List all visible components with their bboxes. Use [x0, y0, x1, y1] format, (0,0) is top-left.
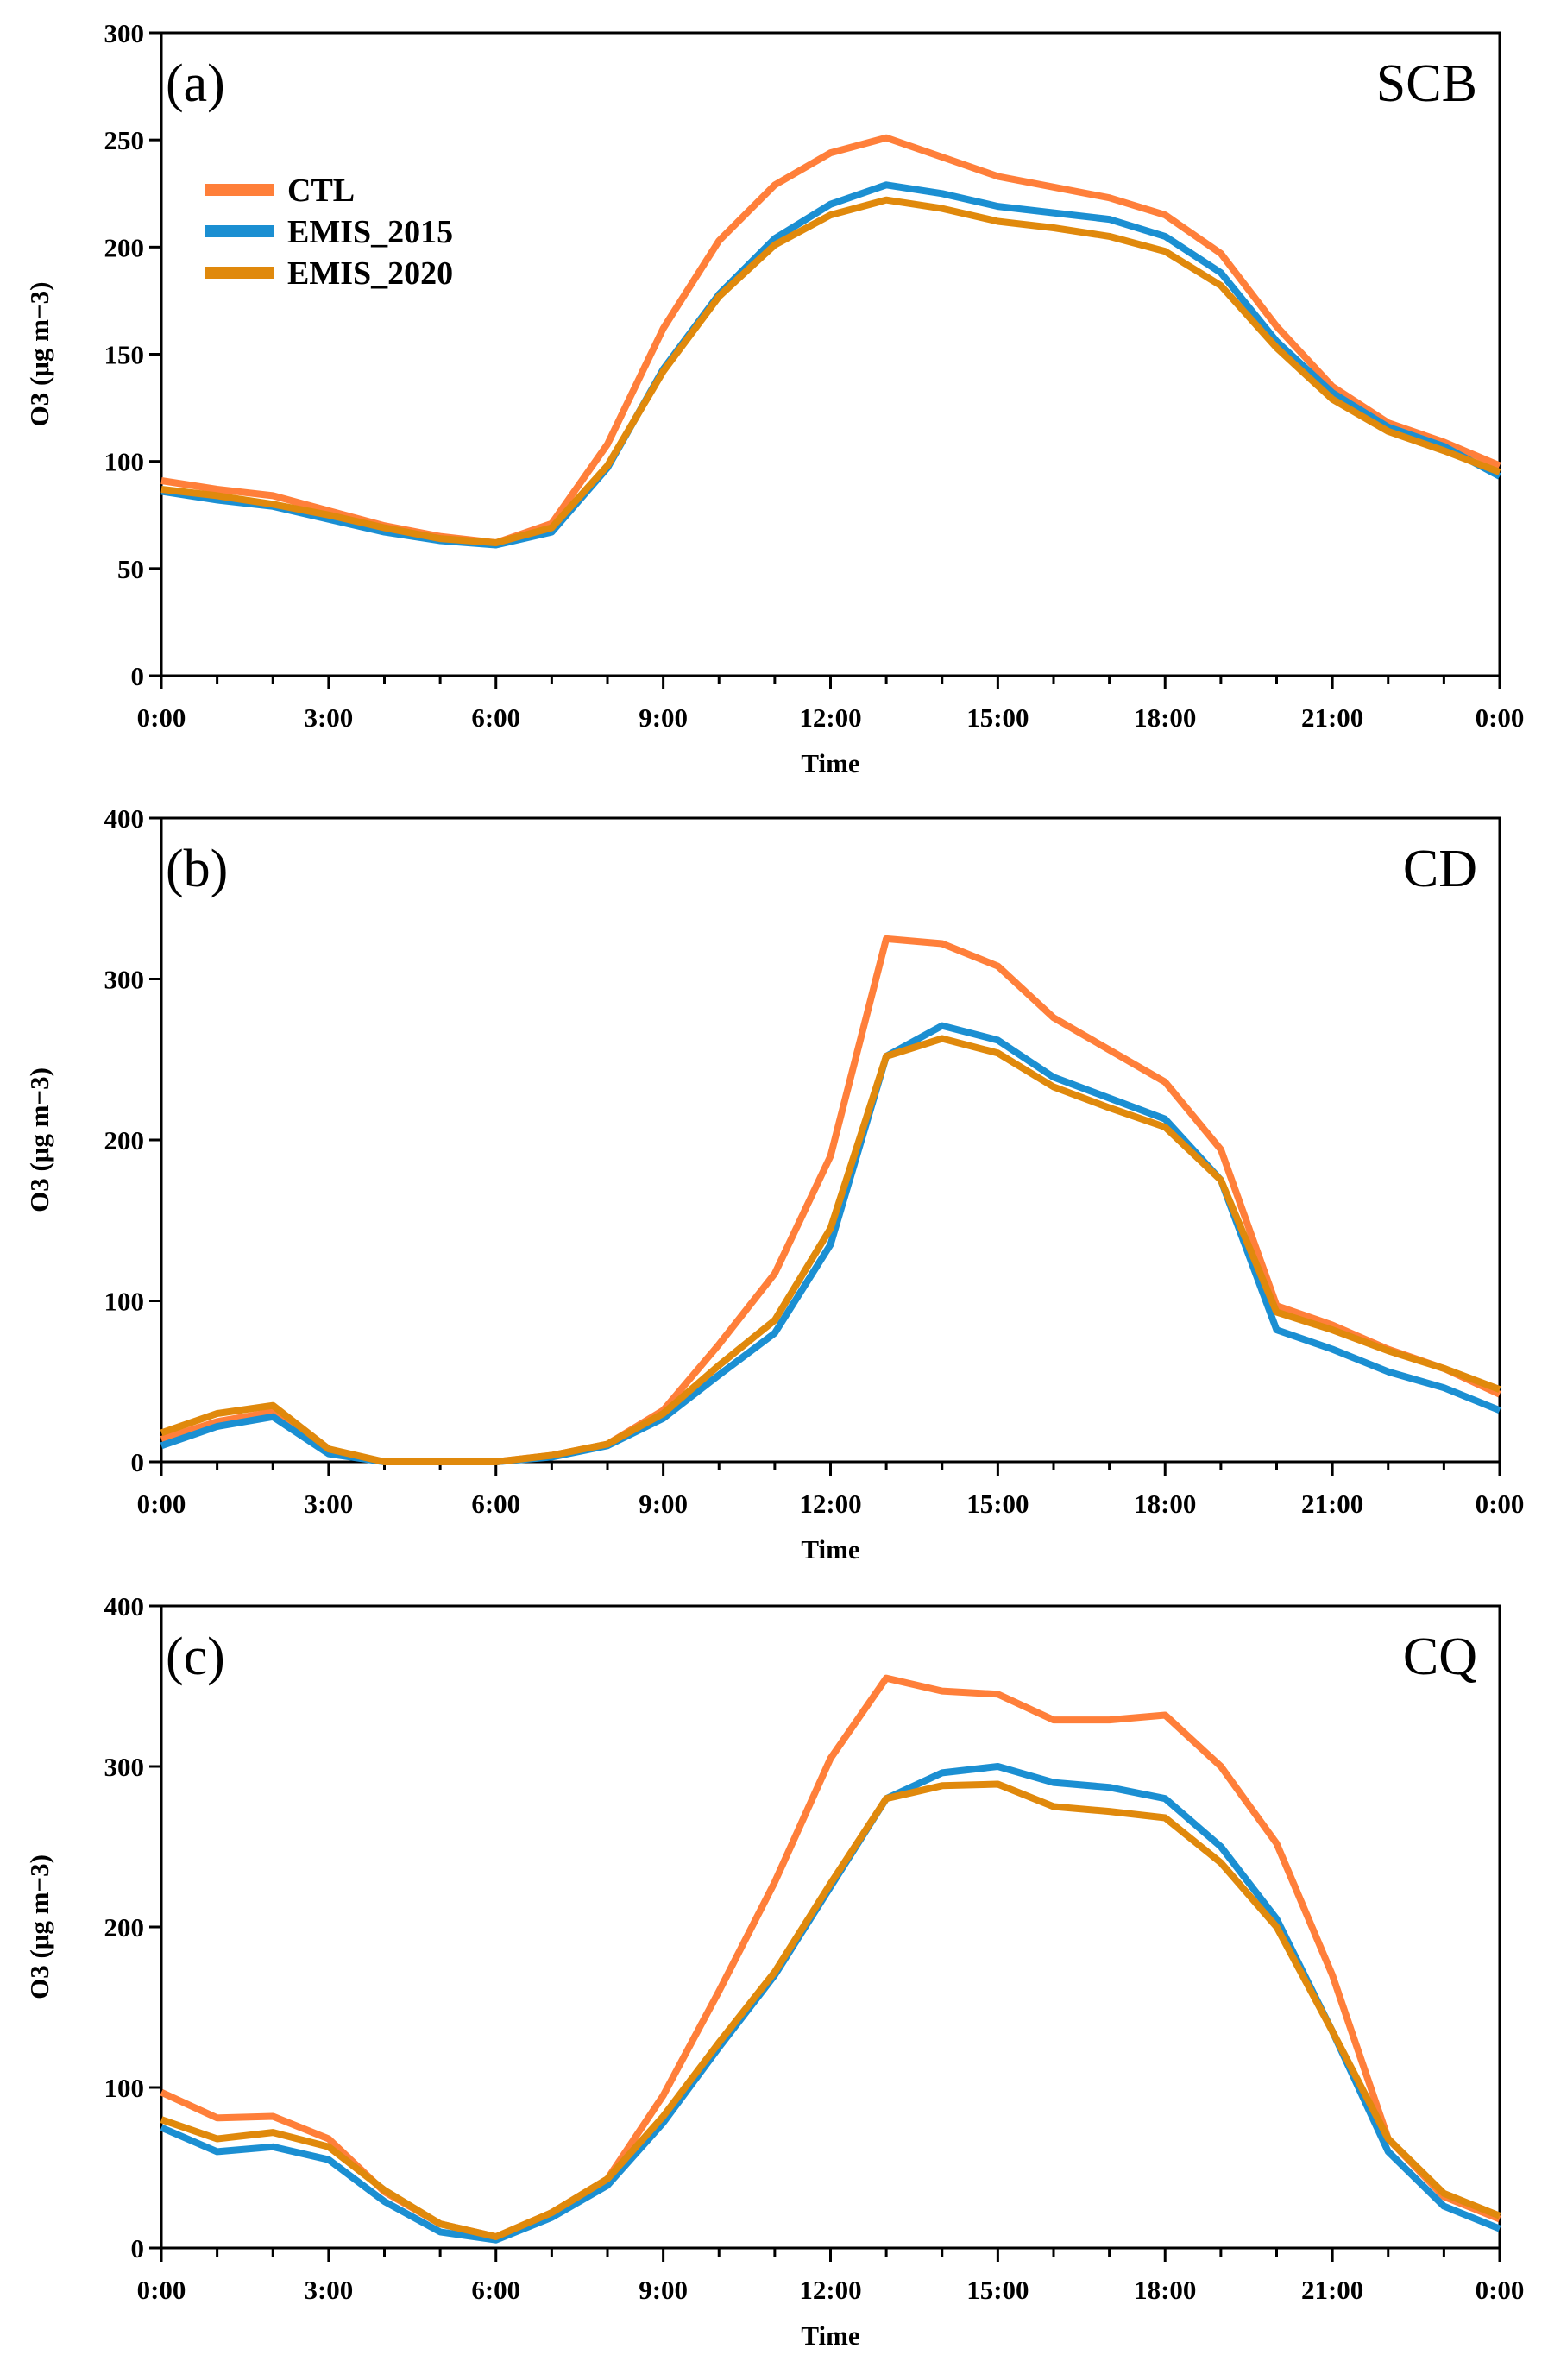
- y-tick-label: 50: [117, 554, 144, 584]
- x-tick-label: 0:00: [137, 1489, 186, 1519]
- x-tick-label: 9:00: [639, 1489, 688, 1519]
- y-tick-label: 200: [104, 1125, 145, 1155]
- x-tick-label: 6:00: [471, 1489, 520, 1519]
- x-tick-label: 18:00: [1134, 1489, 1196, 1519]
- series-line-ctl: [160, 134, 1501, 546]
- x-tick-label: 9:00: [639, 702, 688, 733]
- chart-panel-2: 0 100 200 300 400 0:00 3:00 6:00 9:00 12:00 15:00 1…: [24, 803, 1524, 1565]
- x-tick-label: 9:00: [639, 2275, 688, 2305]
- x-tick-label: 0:00: [137, 702, 186, 733]
- panel-label: (c): [166, 1628, 225, 1686]
- x-tick-label: 3:00: [304, 2275, 353, 2305]
- x-tick-label: 6:00: [471, 702, 520, 733]
- x-axis-label: Time: [801, 2320, 859, 2351]
- y-tick-label: 200: [104, 1912, 145, 1942]
- panel-title: SCB: [1376, 54, 1477, 113]
- x-tick-label: 3:00: [304, 702, 353, 733]
- x-axis-label: Time: [801, 1534, 859, 1565]
- panel-title: CD: [1403, 840, 1477, 898]
- y-tick-label: 400: [104, 803, 145, 834]
- y-tick-label: 100: [104, 2073, 145, 2103]
- legend-label: EMIS_2015: [287, 214, 453, 250]
- x-tick-label: 15:00: [966, 2275, 1029, 2305]
- x-tick-label: 0:00: [1476, 2275, 1525, 2305]
- y-tick-label: 150: [104, 340, 145, 370]
- legend-label: EMIS_2020: [287, 255, 453, 292]
- panel-label: (a): [166, 54, 225, 113]
- y-axis-label: O3 (μg m−3): [24, 1854, 54, 1999]
- y-tick-label: 0: [131, 1447, 145, 1477]
- panel-title: CQ: [1403, 1628, 1477, 1686]
- y-tick-label: 300: [104, 18, 145, 48]
- x-tick-label: 0:00: [1476, 702, 1525, 733]
- series-line-emis-2015: [160, 1022, 1501, 1465]
- x-tick-label: 15:00: [966, 1489, 1029, 1519]
- y-axis-label: O3 (μg m−3): [24, 1067, 54, 1212]
- x-axis-label: Time: [801, 748, 859, 778]
- x-tick-label: 12:00: [799, 702, 861, 733]
- chart-panel-1: 0 50 100 150 200 250 300 0:00 3:00 6:00 9:00 12:00 1…: [24, 18, 1524, 778]
- series-line-emis-2015: [160, 181, 1501, 549]
- y-tick-label: 300: [104, 965, 145, 995]
- x-tick-label: 21:00: [1301, 2275, 1363, 2305]
- x-tick-label: 0:00: [1476, 1489, 1525, 1519]
- chart-panel-3: 0 100 200 300 400 0:00 3:00 6:00 9:00 12:00 15:00 1…: [24, 1591, 1524, 2351]
- y-tick-label: 300: [104, 1752, 145, 1782]
- plot-frame: [160, 816, 1501, 1464]
- x-tick-label: 6:00: [471, 2275, 520, 2305]
- legend: CTL EMIS_2015 EMIS_2020: [205, 173, 453, 292]
- series-line-ctl: [160, 935, 1501, 1465]
- y-tick-label: 0: [131, 661, 145, 691]
- x-tick-label: 15:00: [966, 702, 1029, 733]
- y-tick-label: 100: [104, 1287, 145, 1317]
- y-tick-label: 400: [104, 1591, 145, 1621]
- y-axis-label: O3 (μg m−3): [24, 282, 54, 427]
- legend-label: CTL: [287, 173, 355, 209]
- plot-frame: [160, 1604, 1501, 2250]
- x-tick-label: 12:00: [799, 2275, 861, 2305]
- x-tick-label: 12:00: [799, 1489, 861, 1519]
- y-tick-label: 100: [104, 447, 145, 477]
- panel-label: (b): [166, 840, 228, 898]
- x-tick-label: 0:00: [137, 2275, 186, 2305]
- x-tick-label: 18:00: [1134, 702, 1196, 733]
- series-line-emis-2020: [160, 196, 1501, 546]
- x-tick-label: 21:00: [1301, 1489, 1363, 1519]
- series-line-emis-2020: [160, 1035, 1501, 1465]
- x-tick-label: 3:00: [304, 1489, 353, 1519]
- y-tick-label: 250: [104, 125, 145, 155]
- x-tick-label: 21:00: [1301, 702, 1363, 733]
- x-tick-label: 18:00: [1134, 2275, 1196, 2305]
- y-tick-label: 200: [104, 232, 145, 262]
- y-tick-label: 0: [131, 2233, 145, 2264]
- series-line-emis-2020: [160, 1780, 1501, 2240]
